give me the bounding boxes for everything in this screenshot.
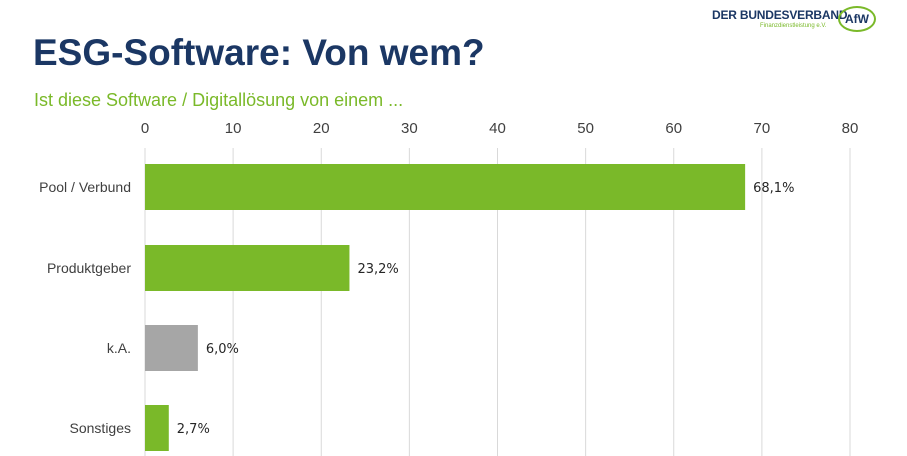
category-label: Sonstiges bbox=[70, 420, 131, 436]
x-tick-label: 80 bbox=[842, 120, 859, 137]
bar bbox=[145, 405, 169, 451]
afw-logo: DER BUNDESVERBAND Finanzdienstleistung e… bbox=[708, 4, 903, 34]
data-label: 6,0% bbox=[206, 342, 239, 357]
data-label: 23,2% bbox=[357, 262, 398, 277]
x-tick-label: 70 bbox=[754, 120, 771, 137]
logo-line1: DER BUNDESVERBAND bbox=[712, 8, 848, 22]
data-label: 2,7% bbox=[177, 422, 210, 437]
page-title: ESG-Software: Von wem? bbox=[33, 32, 485, 73]
bar bbox=[145, 325, 198, 371]
bar bbox=[145, 245, 350, 291]
logo-mark: AfW bbox=[838, 6, 876, 32]
logo-line2: Finanzdienstleistung e.V. bbox=[760, 23, 827, 29]
x-tick-label: 10 bbox=[225, 120, 242, 137]
bar bbox=[145, 164, 746, 210]
category-label: Produktgeber bbox=[47, 260, 131, 276]
category-label: k.A. bbox=[107, 340, 131, 356]
page-subtitle: Ist diese Software / Digitallösung von e… bbox=[34, 90, 404, 110]
x-tick-label: 60 bbox=[665, 120, 682, 137]
x-tick-label: 50 bbox=[577, 120, 594, 137]
category-label: Pool / Verbund bbox=[39, 179, 131, 195]
x-tick-label: 30 bbox=[401, 120, 418, 137]
x-tick-label: 40 bbox=[489, 120, 506, 137]
data-label: 68,1% bbox=[753, 181, 794, 196]
x-tick-label: 0 bbox=[141, 120, 149, 137]
x-tick-label: 20 bbox=[313, 120, 330, 137]
